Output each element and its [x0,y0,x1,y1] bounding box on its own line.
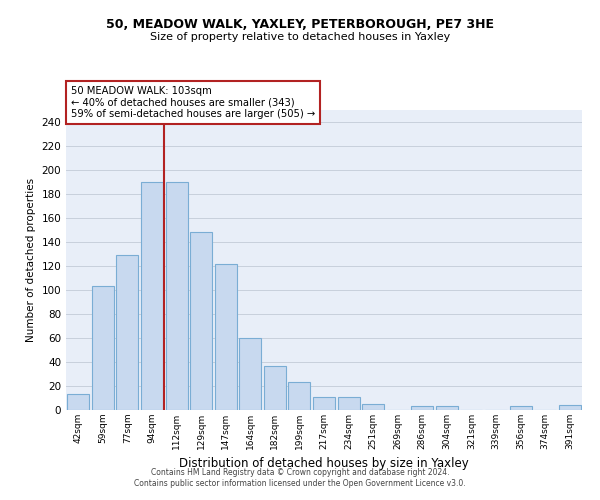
Bar [215,264,237,410]
Bar [264,366,286,410]
Bar [289,382,310,410]
Bar [509,406,532,410]
Bar [313,397,335,410]
Bar [92,286,114,410]
Bar [141,182,163,410]
Bar [559,405,581,410]
Bar [362,404,384,410]
Text: 50, MEADOW WALK, YAXLEY, PETERBOROUGH, PE7 3HE: 50, MEADOW WALK, YAXLEY, PETERBOROUGH, P… [106,18,494,30]
Bar [116,255,139,410]
Text: Size of property relative to detached houses in Yaxley: Size of property relative to detached ho… [150,32,450,42]
Text: 50 MEADOW WALK: 103sqm
← 40% of detached houses are smaller (343)
59% of semi-de: 50 MEADOW WALK: 103sqm ← 40% of detached… [71,86,316,119]
Text: Contains HM Land Registry data © Crown copyright and database right 2024.
Contai: Contains HM Land Registry data © Crown c… [134,468,466,487]
Bar [166,182,188,410]
Y-axis label: Number of detached properties: Number of detached properties [26,178,36,342]
Bar [338,397,359,410]
Bar [239,338,262,410]
Bar [411,406,433,410]
X-axis label: Distribution of detached houses by size in Yaxley: Distribution of detached houses by size … [179,458,469,470]
Bar [436,406,458,410]
Bar [190,232,212,410]
Bar [67,394,89,410]
